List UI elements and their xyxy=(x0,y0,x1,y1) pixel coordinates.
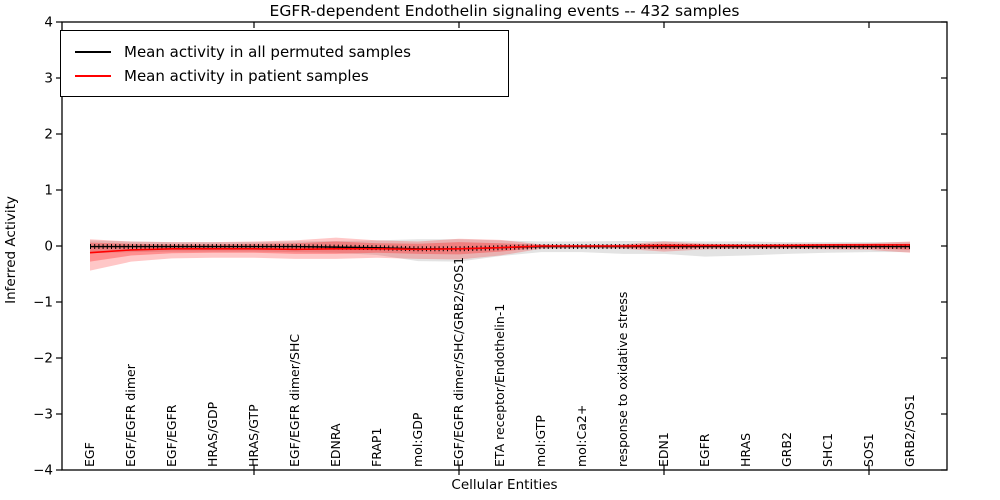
x-category-label: HRAS/GTP xyxy=(246,404,261,467)
x-category-label: SOS1 xyxy=(861,433,876,467)
y-axis-label: Inferred Activity xyxy=(3,196,19,304)
x-category-label: HRAS/GDP xyxy=(205,401,220,467)
x-category-label: EGF/EGFR dimer/SHC/GRB2/SOS1 xyxy=(451,257,466,467)
y-tick-label: 0 xyxy=(44,239,53,255)
y-tick-label: 1 xyxy=(44,183,53,199)
y-tick-label: 3 xyxy=(44,71,53,87)
x-category-label: mol:GTP xyxy=(533,415,548,467)
chart-title: EGFR-dependent Endothelin signaling even… xyxy=(269,2,740,20)
legend-line-swatch-red xyxy=(75,74,111,77)
x-category-label: EDN1 xyxy=(656,432,671,467)
x-category-label: GRB2 xyxy=(779,432,794,467)
x-category-label: EGF/EGFR xyxy=(164,404,179,467)
legend-label-permuted: Mean activity in all permuted samples xyxy=(124,42,411,61)
x-category-label: EGF xyxy=(82,442,97,467)
x-category-label: SHC1 xyxy=(820,433,835,467)
x-category-label: mol:GDP xyxy=(410,412,425,467)
legend-entry-permuted: Mean activity in all permuted samples xyxy=(61,43,508,61)
legend-line-swatch-black xyxy=(75,50,111,53)
x-category-label: ETA receptor/Endothelin-1 xyxy=(492,304,507,467)
x-category-label: mol:Ca2+ xyxy=(574,405,589,467)
x-axis-label: Cellular Entities xyxy=(451,477,558,493)
x-category-label: FRAP1 xyxy=(369,428,384,467)
patient-mean-line xyxy=(89,244,910,254)
y-tick-label: −1 xyxy=(33,295,53,311)
x-category-label: EDNRA xyxy=(328,423,343,467)
legend-label-patient: Mean activity in patient samples xyxy=(124,66,369,85)
y-tick-label: −3 xyxy=(33,407,53,423)
y-tick-label: −2 xyxy=(33,351,53,367)
x-category-label: EGFR xyxy=(697,433,712,467)
x-category-label: response to oxidative stress xyxy=(615,292,630,467)
x-category-label: GRB2/SOS1 xyxy=(902,394,917,467)
legend: Mean activity in all permuted samples Me… xyxy=(60,30,509,97)
x-category-label: EGF/EGFR dimer xyxy=(123,363,138,467)
y-tick-label: 4 xyxy=(44,15,53,31)
x-category-label: HRAS xyxy=(738,433,753,467)
y-tick-label: 2 xyxy=(44,127,53,143)
y-tick-label: −4 xyxy=(33,463,53,479)
x-category-label: EGF/EGFR dimer/SHC xyxy=(287,334,302,467)
legend-entry-patient: Mean activity in patient samples xyxy=(61,67,508,85)
